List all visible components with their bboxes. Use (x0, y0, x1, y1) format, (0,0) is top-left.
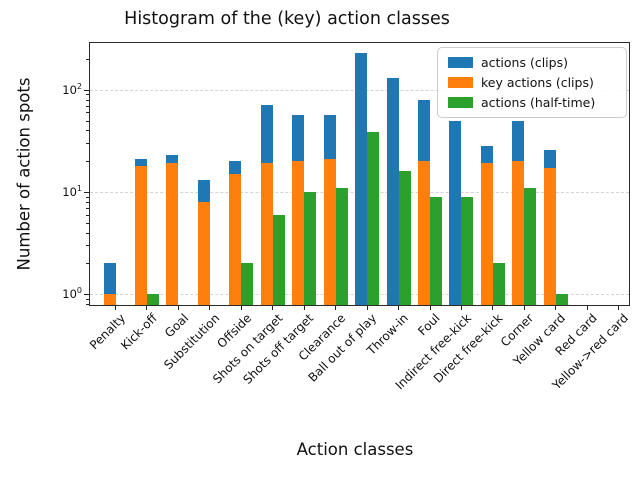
y-minor-tick-mark (86, 232, 89, 234)
y-tick-label-100: 102 (62, 81, 82, 97)
x-tick-mark-shots-off-target (303, 306, 305, 310)
bar-actions-clips-throw-in (386, 78, 399, 305)
x-tick-mark-throw-in (398, 306, 400, 310)
bar-key-actions-clips-foul (418, 161, 430, 305)
x-tick-mark-indirect-free-kick (460, 306, 462, 310)
y-tick-label-1: 100 (62, 286, 82, 301)
legend-item-actions-clips: actions (clips) (448, 55, 616, 70)
legend-swatch-actions-clips (448, 57, 473, 68)
bar-key-actions-clips-shots-off-target (292, 161, 305, 305)
x-tick-mark-penalty (115, 306, 116, 310)
bar-actions-half-time-direct-free-kick (492, 263, 505, 305)
y-minor-tick-mark (86, 263, 89, 265)
y-axis-label: Number of action spots (14, 77, 34, 271)
legend-swatch-key-actions-clips (448, 77, 473, 88)
y-tick-label-10: 101 (62, 183, 82, 199)
bar-actions-clips-indirect-free-kick (449, 121, 462, 305)
bar-key-actions-clips-penalty (103, 294, 116, 305)
x-tick-mark-corner (523, 306, 525, 310)
bar-actions-half-time-foul (430, 196, 442, 305)
legend-item-actions-half-time: actions (half-time) (448, 95, 616, 110)
y-minor-tick-mark (86, 143, 89, 145)
y-minor-tick-mark (86, 214, 89, 216)
bar-actions-half-time-ball-out-of-play (367, 131, 380, 305)
bar-actions-half-time-throw-in (398, 171, 411, 305)
y-major-tick-mark (84, 191, 89, 193)
x-tick-mark-yellow-card (555, 306, 557, 310)
bar-key-actions-clips-corner (512, 161, 525, 305)
bar-key-actions-clips-yellow-card (543, 168, 556, 305)
x-tick-mark-clearance (335, 306, 337, 310)
x-tick-mark-shots-on-target (272, 306, 274, 310)
bar-actions-half-time-clearance (335, 187, 348, 305)
y-major-tick-mark (84, 89, 89, 91)
y-minor-tick-mark (86, 59, 89, 61)
legend-label: actions (half-time) (481, 95, 596, 110)
y-minor-tick-mark (86, 207, 89, 209)
bar-key-actions-clips-goal (166, 163, 179, 305)
bar-actions-half-time-offside (241, 263, 254, 305)
y-minor-tick-mark (86, 161, 89, 163)
legend-label: key actions (clips) (481, 75, 594, 90)
legend-item-key-actions-clips: key actions (clips) (448, 75, 616, 90)
legend-swatch-actions-half-time (448, 97, 473, 108)
bar-actions-half-time-indirect-free-kick (461, 196, 474, 305)
y-minor-tick-mark (86, 105, 89, 107)
y-minor-tick-mark (86, 196, 89, 198)
y-minor-tick-mark (86, 99, 89, 101)
bar-key-actions-clips-clearance (323, 159, 336, 305)
bar-actions-half-time-corner (524, 187, 537, 305)
y-minor-tick-mark (86, 245, 89, 247)
x-tick-mark-substitution (209, 306, 211, 310)
bar-key-actions-clips-direct-free-kick (480, 163, 493, 305)
x-tick-mark-kick-off (146, 306, 148, 310)
x-axis-label: Action classes (296, 440, 414, 459)
bar-actions-half-time-kick-off (146, 294, 159, 305)
chart-title: Histogram of the (key) action classes (124, 9, 450, 29)
bar-key-actions-clips-kick-off (134, 165, 147, 305)
bar-actions-clips-ball-out-of-play (355, 52, 368, 305)
y-minor-tick-mark (86, 120, 89, 122)
x-tick-mark-goal (177, 306, 179, 310)
x-tick-mark-ball-out-of-play (366, 306, 368, 310)
y-minor-tick-mark (86, 298, 89, 300)
legend-label: actions (clips) (481, 55, 568, 70)
bar-key-actions-clips-shots-on-target (260, 163, 273, 305)
legend: actions (clips) key actions (clips) action… (437, 47, 627, 118)
y-minor-tick-mark (86, 303, 89, 305)
y-minor-tick-mark (86, 222, 89, 224)
y-minor-tick-mark (86, 201, 89, 203)
bar-key-actions-clips-offside (229, 173, 242, 305)
bar-actions-half-time-shots-on-target (272, 214, 285, 305)
bar-key-actions-clips-substitution (197, 201, 210, 305)
bar-actions-half-time-shots-off-target (304, 191, 317, 305)
y-minor-tick-mark (86, 94, 89, 96)
y-major-tick-mark (84, 294, 89, 295)
y-minor-tick-mark (86, 130, 89, 132)
x-tick-mark-foul (429, 306, 431, 310)
x-tick-mark-yellow-red-card (618, 306, 620, 310)
y-minor-tick-mark (86, 112, 89, 114)
x-tick-mark-direct-free-kick (492, 306, 494, 310)
bar-actions-half-time-yellow-card (555, 294, 568, 305)
x-tick-label-foul: Foul (414, 311, 443, 339)
x-tick-mark-red-card (586, 306, 588, 310)
x-tick-mark-offside (240, 306, 242, 310)
